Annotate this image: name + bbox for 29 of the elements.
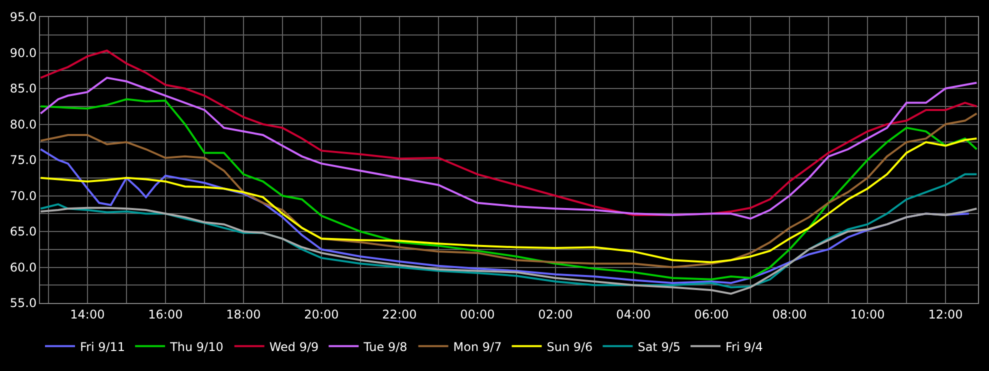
legend-label: Tue 9/8: [362, 340, 408, 354]
x-tick-label: 08:00: [772, 307, 807, 322]
y-tick-label: 90.0: [10, 46, 37, 60]
x-tick-label: 12:00: [928, 307, 963, 322]
x-tick-label: 14:00: [70, 307, 105, 322]
x-tick-label: 06:00: [694, 307, 729, 322]
x-tick-label: 02:00: [538, 307, 573, 322]
y-tick-label: 70.0: [10, 188, 37, 203]
x-tick-label: 18:00: [226, 307, 261, 322]
x-tick-label: 20:00: [304, 307, 339, 322]
legend-label: Fri 9/11: [80, 340, 126, 354]
x-tick-label: 16:00: [148, 307, 183, 322]
y-tick-label: 60.0: [10, 260, 37, 274]
y-tick-label: 65.0: [10, 224, 37, 239]
y-tick-label: 80.0: [10, 117, 37, 132]
legend-label: Sun 9/6: [546, 340, 593, 354]
x-tick-label: 22:00: [382, 307, 417, 322]
x-tick-label: 10:00: [850, 307, 885, 322]
legend-label: Wed 9/9: [269, 340, 319, 354]
x-tick-label: 04:00: [616, 307, 651, 322]
legend-label: Fri 9/4: [726, 340, 763, 354]
legend-label: Sat 9/5: [638, 340, 681, 354]
legend-label: Thu 9/10: [169, 340, 224, 354]
legend-label: Mon 9/7: [453, 340, 502, 354]
y-tick-label: 85.0: [10, 82, 37, 96]
y-tick-label: 75.0: [10, 153, 37, 168]
y-tick-label: 95.0: [10, 10, 37, 24]
y-tick-label: 55.0: [10, 296, 37, 310]
x-tick-label: 00:00: [460, 307, 495, 322]
